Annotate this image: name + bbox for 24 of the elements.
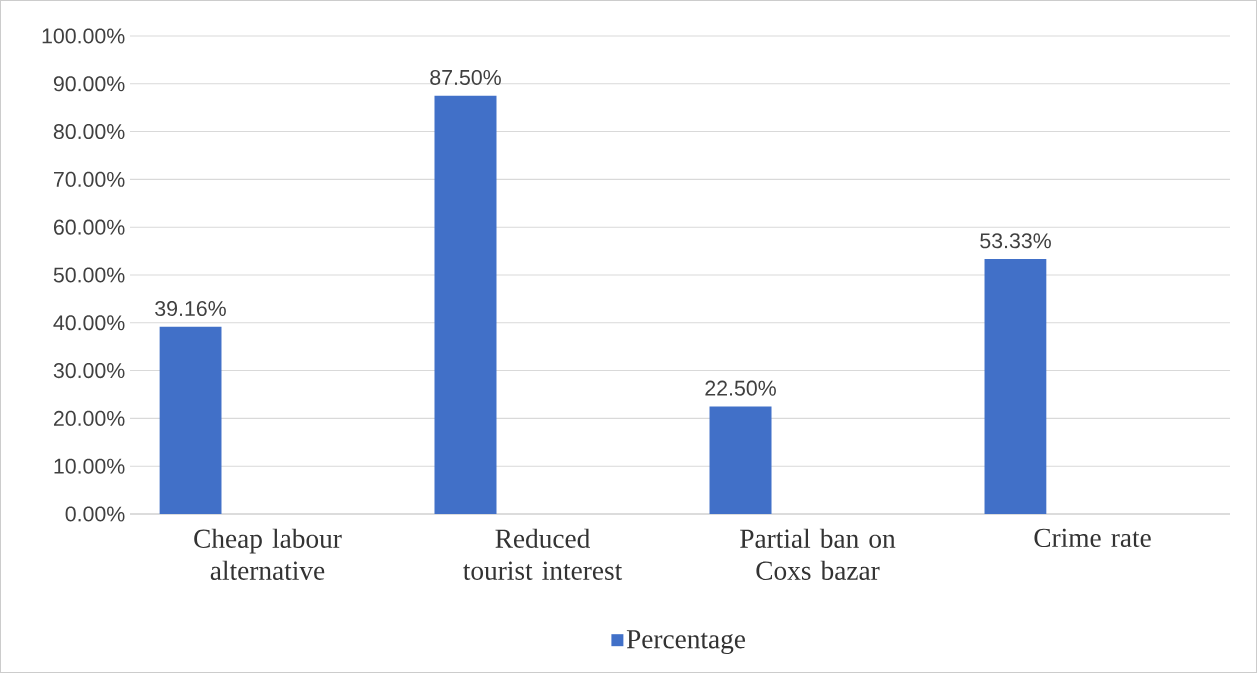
- y-tick-label: 10.00%: [54, 458, 125, 474]
- data-label: 53.33%: [980, 233, 1051, 249]
- bar: [709, 406, 772, 514]
- y-tick-label: 60.00%: [54, 219, 125, 235]
- x-tick-label: Cheap labour alternative: [194, 528, 342, 580]
- y-tick-label: 100.00%: [42, 28, 125, 44]
- x-tick-label: Reduced tourist interest: [463, 528, 623, 580]
- data-label: 87.50%: [430, 69, 501, 86]
- y-tick-label: 90.00%: [53, 76, 125, 92]
- y-tick-label: 0.00%: [65, 506, 125, 522]
- y-tick-label: 40.00%: [53, 315, 125, 331]
- y-tick-label: 70.00%: [54, 171, 125, 187]
- y-tick-label: 20.00%: [53, 410, 125, 426]
- x-tick-label: Crime rate: [1034, 528, 1151, 548]
- y-tick-label: 80.00%: [53, 124, 125, 140]
- data-label: 39.16%: [155, 301, 226, 317]
- x-tick-label: Partial ban on Coxs bazar: [740, 528, 896, 580]
- legend-label: Percentage: [626, 630, 746, 655]
- bar: [159, 326, 222, 514]
- data-label: 22.50%: [705, 380, 776, 396]
- y-tick-label: 30.00%: [53, 363, 125, 379]
- bar: [434, 95, 497, 514]
- bar: [984, 259, 1047, 514]
- y-tick-label: 50.00%: [53, 267, 125, 283]
